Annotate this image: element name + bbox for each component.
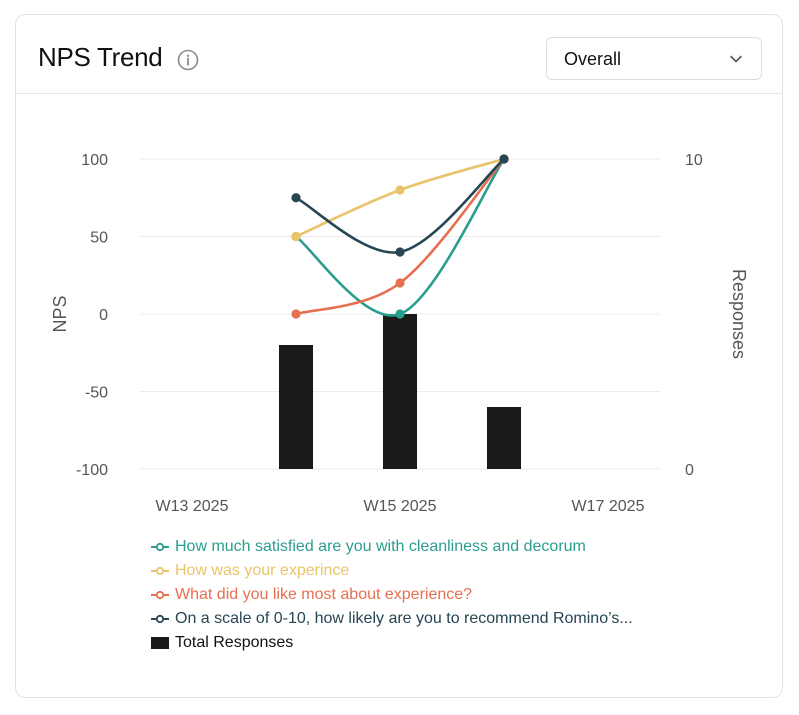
info-icon[interactable] (177, 49, 199, 71)
legend-line-marker-icon (151, 542, 169, 552)
series-point-4 (499, 154, 509, 164)
response-bar (383, 314, 417, 469)
y-axis-label: NPS (50, 295, 70, 332)
chevron-down-icon (730, 55, 742, 63)
legend-item[interactable]: What did you like most about experience? (151, 583, 633, 607)
legend-label: How was your experince (175, 562, 350, 579)
y-tick-label: 0 (99, 307, 108, 324)
x-tick-label: W13 2025 (156, 498, 229, 515)
series-point-1 (395, 309, 405, 319)
legend-label: How much satisfied are you with cleanlin… (175, 538, 586, 555)
legend-label: On a scale of 0-10, how likely are you t… (175, 610, 633, 627)
nps-trend-card: NPS Trend Overall (15, 14, 783, 698)
legend-line-marker-icon (151, 590, 169, 600)
x-tick-label: W15 2025 (364, 498, 437, 515)
card-header: NPS Trend Overall (16, 15, 782, 94)
legend-line-marker-icon (151, 614, 169, 624)
y-right-tick-label: 0 (685, 462, 694, 479)
series-point-3 (395, 278, 405, 288)
y-right-axis-label: Responses (729, 269, 749, 359)
chart-legend: How much satisfied are you with cleanlin… (151, 535, 633, 655)
series-line-1 (294, 157, 506, 317)
series-point-4 (395, 247, 405, 257)
legend-bar-marker-icon (151, 637, 169, 649)
card-title: NPS Trend (38, 42, 163, 72)
x-tick-label: W17 2025 (572, 498, 645, 515)
response-bar (279, 345, 313, 469)
response-bar (487, 407, 521, 469)
legend-item[interactable]: On a scale of 0-10, how likely are you t… (151, 607, 633, 631)
y-tick-label: -100 (76, 462, 108, 479)
y-tick-label: -50 (85, 385, 108, 402)
y-tick-label: 100 (81, 152, 108, 169)
legend-label: Total Responses (175, 634, 294, 651)
legend-item[interactable]: Total Responses (151, 631, 633, 655)
series-point-3 (291, 309, 301, 319)
y-right-tick-label: 10 (685, 152, 703, 169)
series-point-2 (291, 231, 301, 242)
legend-item[interactable]: How much satisfied are you with cleanlin… (151, 535, 633, 559)
dropdown-selected-value: Overall (564, 49, 622, 69)
series-point-2 (395, 185, 405, 195)
series-point-4 (291, 193, 301, 203)
legend-label: What did you like most about experience? (175, 586, 473, 603)
filter-dropdown[interactable]: Overall (546, 37, 762, 80)
legend-item[interactable]: How was your experince (151, 559, 633, 583)
y-tick-label: 50 (90, 230, 108, 247)
series-line-4 (294, 157, 506, 254)
legend-line-marker-icon (151, 566, 169, 576)
series-line-2 (294, 157, 506, 238)
